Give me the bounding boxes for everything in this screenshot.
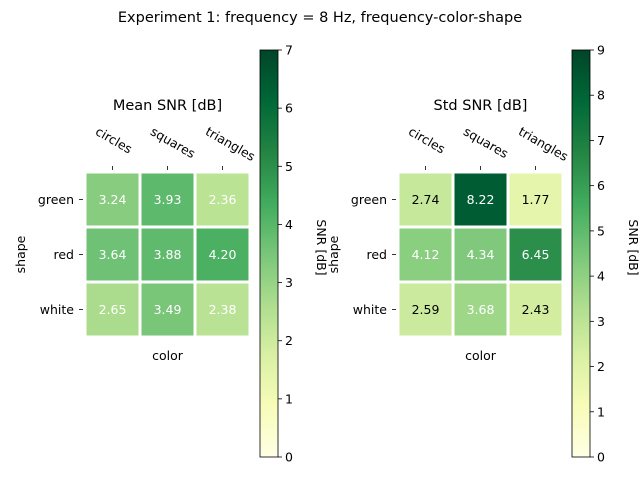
heatmap-cell (506, 170, 565, 229)
heatmap-cell (506, 280, 565, 339)
cell-value-label: 4.34 (467, 247, 495, 262)
colorbar-gradient (571, 49, 591, 458)
cell-value-label: 2.74 (412, 192, 440, 207)
heatmap-cell (451, 280, 510, 339)
heatmap-cell (193, 225, 252, 284)
cell-value-label: 3.93 (154, 192, 182, 207)
colorbar-tick-label: 2 (597, 359, 605, 374)
cell-value-label: 4.20 (209, 247, 237, 262)
colorbar-tick-label: 5 (597, 223, 605, 238)
cell-value-label: 3.49 (154, 302, 182, 317)
cell-value-label: 2.38 (209, 302, 237, 317)
x-tick-label: circles (93, 124, 135, 157)
colorbar-tick-label: 7 (285, 43, 293, 58)
cell-value-label: 2.65 (99, 302, 127, 317)
y-tick-label: green (351, 192, 387, 207)
colorbar-tick-label: 7 (597, 133, 605, 148)
y-tick-label: red (54, 247, 75, 262)
colorbar-tick-label: 1 (597, 404, 605, 419)
colorbar-tick-label: 8 (597, 88, 605, 103)
heatmap-title: Mean SNR [dB] (113, 98, 222, 114)
x-axis-label: color (465, 348, 497, 363)
cell-value-label: 2.59 (412, 302, 440, 317)
colorbar-tick-label: 6 (597, 178, 605, 193)
colorbar-tick-label: 3 (597, 314, 605, 329)
cell-value-label: 3.24 (99, 192, 127, 207)
heatmap-cell (138, 280, 197, 339)
colorbar-gradient (259, 49, 279, 458)
cell-value-label: 2.36 (209, 192, 237, 207)
colorbar-tick-label: 1 (285, 391, 293, 406)
x-tick-label: squares (148, 124, 198, 162)
colorbar-tick-label: 4 (597, 269, 605, 284)
y-tick-label: white (353, 302, 388, 317)
y-tick-label: white (40, 302, 75, 317)
x-axis-label: color (152, 348, 184, 363)
colorbar-tick-label: 0 (285, 450, 293, 465)
colorbar-tick-label: 2 (285, 333, 293, 348)
heatmap-cell (506, 225, 565, 284)
heatmap-title: Std SNR [dB] (434, 98, 528, 114)
cell-value-label: 2.43 (522, 302, 550, 317)
colorbar-tick-label: 0 (597, 450, 605, 465)
colorbar: 0 1 2 3 4 5 6 7 8 9 SNR [dB] (571, 43, 640, 465)
y-axis-label: shape (13, 235, 28, 273)
cell-value-label: 3.68 (467, 302, 495, 317)
colorbar-tick-label: 3 (285, 275, 293, 290)
cell-value-label: 3.88 (154, 247, 182, 262)
mean-snr-heatmap-panel: 3.24 3.93 2.36 3.64 3.88 4.20 2.65 3.49 2.38 Mean… (13, 43, 329, 465)
y-tick-label: red (367, 247, 388, 262)
y-tick-label: green (38, 192, 74, 207)
colorbar-tick-label: 9 (597, 43, 605, 58)
cell-value-label: 8.22 (467, 192, 495, 207)
heatmap-cell (451, 225, 510, 284)
cell-value-label: 1.77 (522, 192, 550, 207)
colorbar: 0 1 2 3 4 5 6 7 SNR [dB] (259, 43, 329, 465)
y-axis-label: shape (326, 235, 341, 273)
figure-suptitle: Experiment 1: frequency = 8 Hz, frequenc… (118, 10, 522, 26)
x-tick-label: circles (406, 124, 448, 157)
x-tick-label: squares (461, 124, 511, 162)
x-tick-label: triangles (516, 124, 571, 164)
cell-value-label: 3.64 (99, 247, 127, 262)
cell-value-label: 4.12 (412, 247, 440, 262)
colorbar-label: SNR [dB] (314, 219, 329, 275)
colorbar-tick-label: 5 (285, 159, 293, 174)
x-tick-label: triangles (203, 124, 258, 164)
cell-value-label: 6.45 (522, 247, 550, 262)
heatmap-cell (193, 280, 252, 339)
colorbar-tick-label: 4 (285, 217, 293, 232)
std-snr-heatmap-panel: 2.74 8.22 1.77 4.12 4.34 6.45 2.59 3.68 2.43 Std … (326, 43, 640, 465)
colorbar-tick-label: 6 (285, 101, 293, 116)
heatmap-cell (83, 280, 142, 339)
colorbar-label: SNR [dB] (626, 219, 640, 275)
